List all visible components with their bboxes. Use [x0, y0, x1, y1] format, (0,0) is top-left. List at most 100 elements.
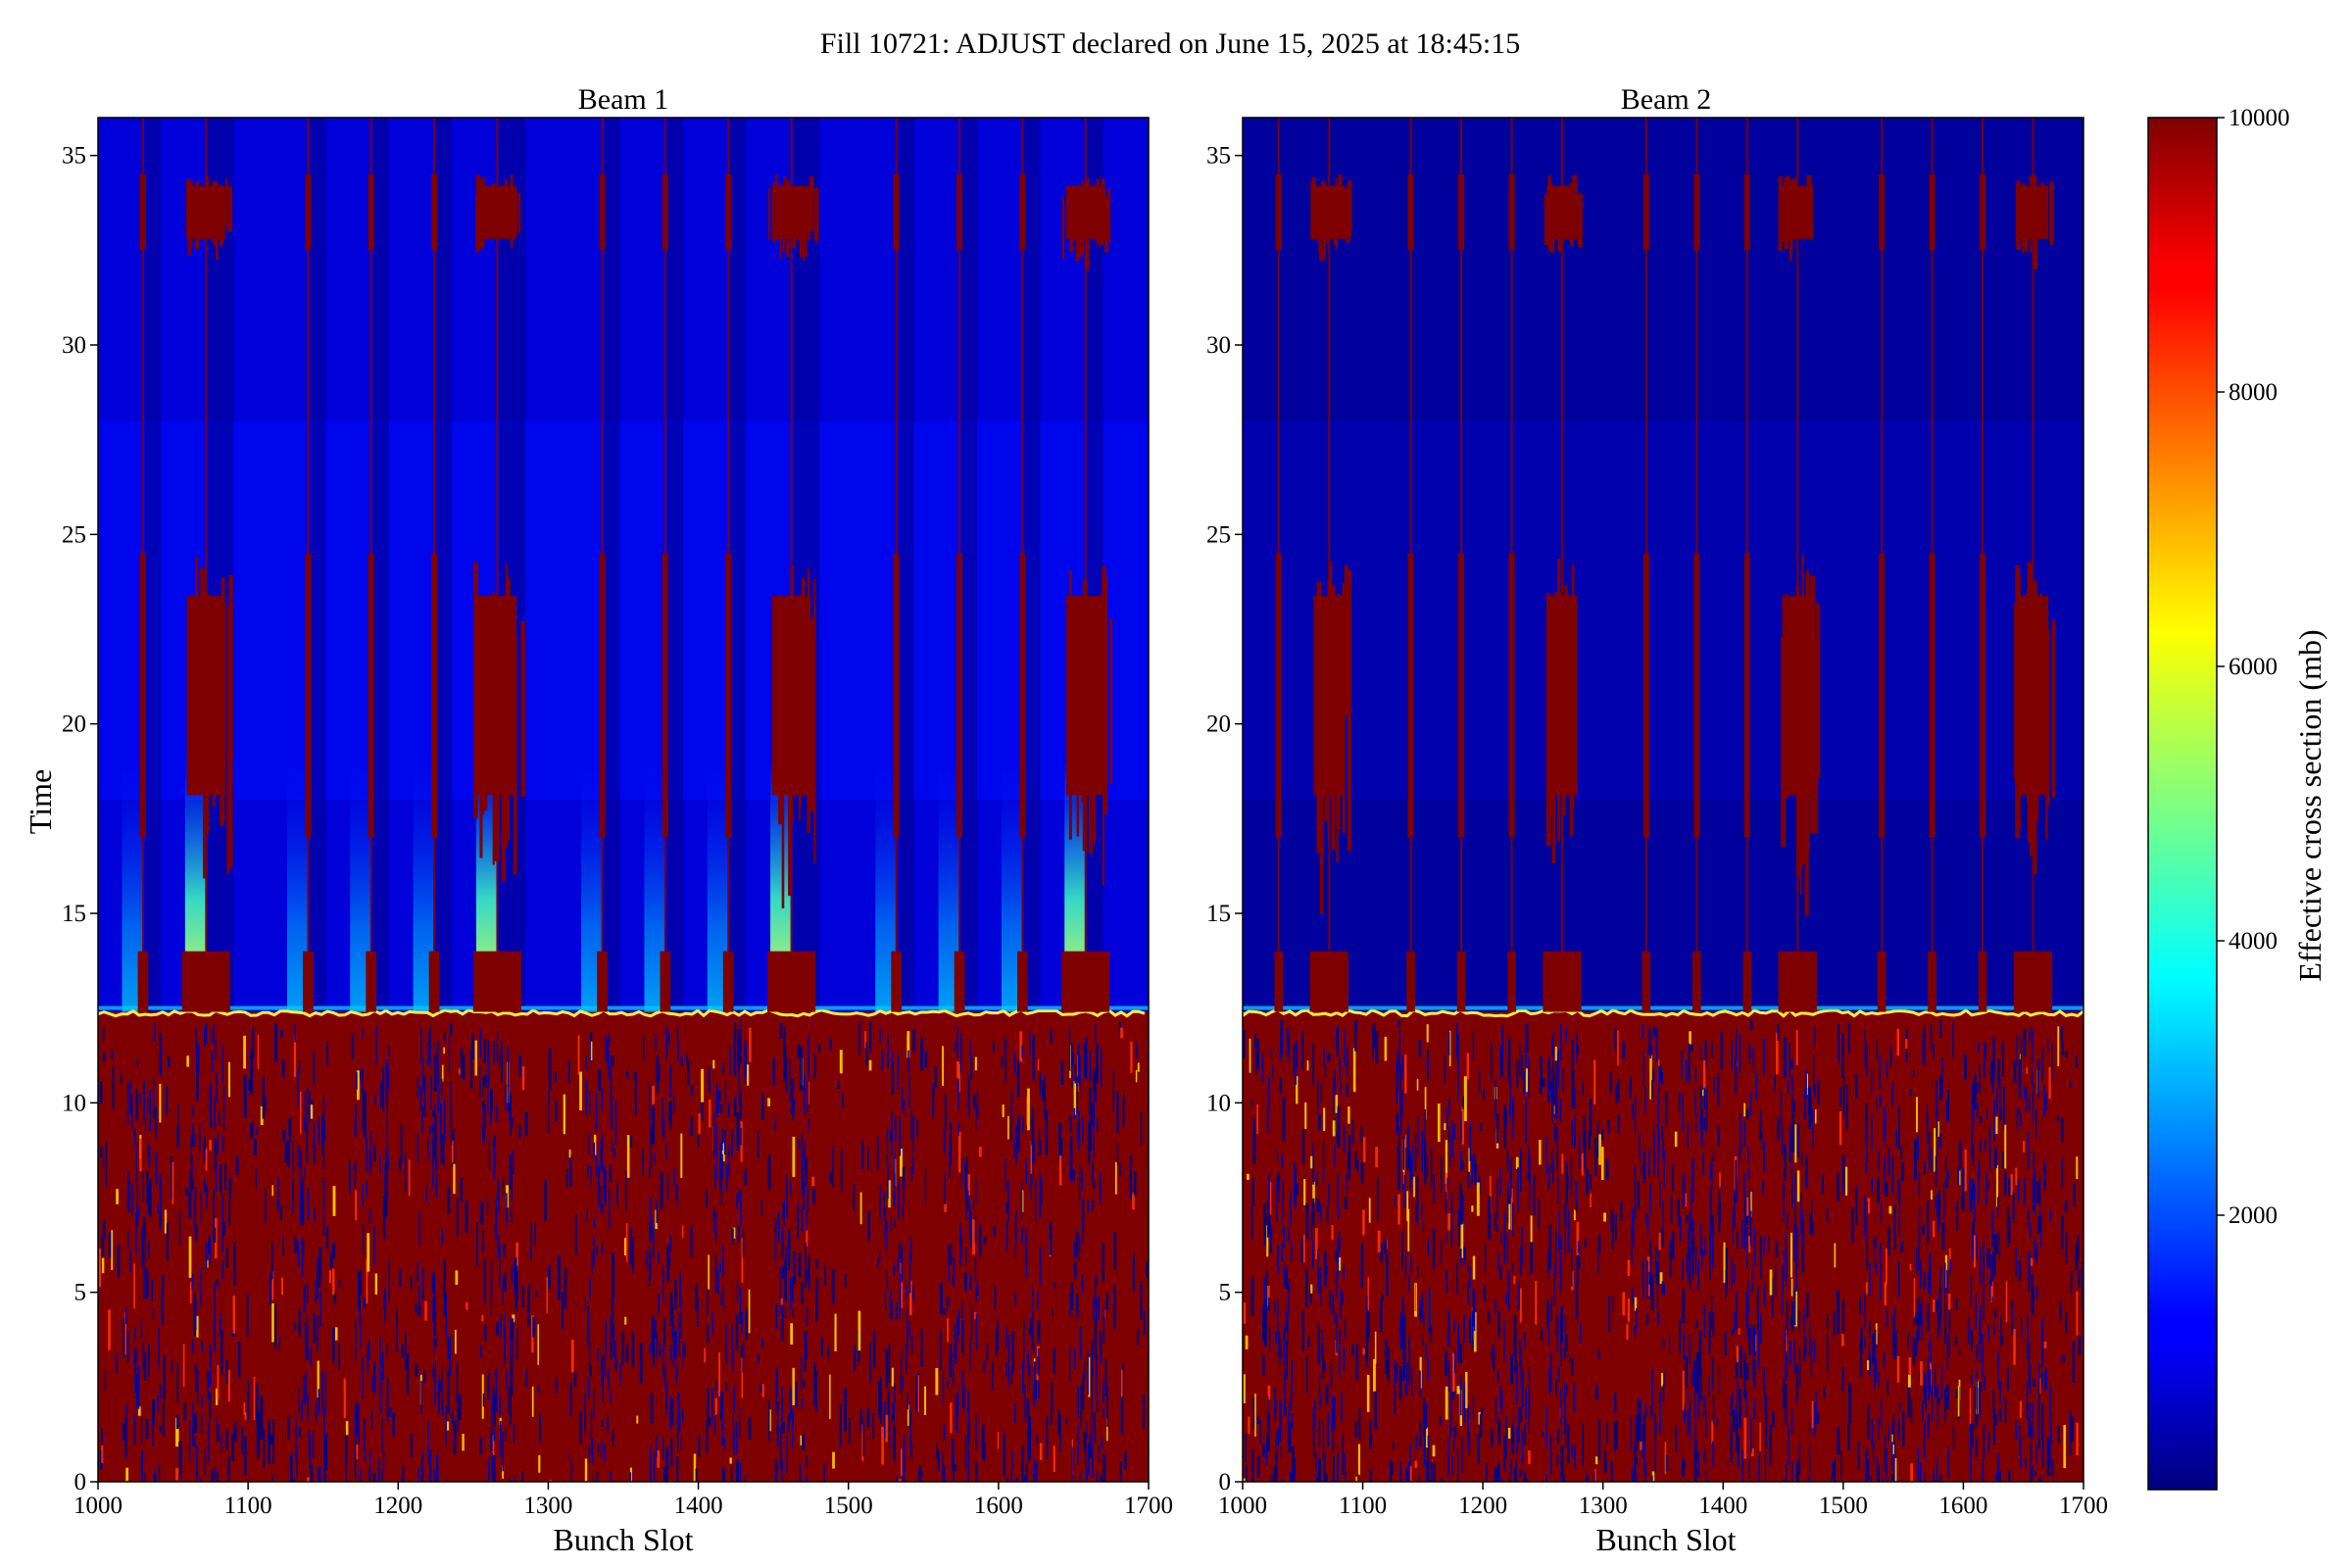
noise-speck: [322, 1409, 325, 1430]
noise-speck: [1548, 1225, 1551, 1270]
noise-speck: [284, 1141, 287, 1163]
noise-speck: [1826, 1314, 1829, 1329]
noise-speck: [317, 1315, 318, 1352]
noise-speck: [1760, 1131, 1763, 1150]
noise-speck: [645, 1251, 648, 1267]
noise-speck: [1759, 1110, 1762, 1141]
gap-saturated-band: [303, 951, 314, 1012]
noise-speck: [1763, 1236, 1765, 1255]
noise-speck: [974, 1215, 977, 1244]
noise-speck: [1995, 1233, 1998, 1254]
noise-speck: [437, 1072, 440, 1112]
noise-speck: [314, 1208, 316, 1222]
noise-speck: [1960, 1196, 1963, 1209]
noise-speck: [1930, 1349, 1932, 1363]
noise-speck: [1939, 1266, 1941, 1312]
noise-speck: [1788, 1425, 1789, 1466]
noise-speck: [1734, 1311, 1736, 1334]
gap-saturated-band: [767, 951, 816, 1012]
noise-speck: [1053, 1348, 1055, 1375]
noise-speck: [885, 1349, 889, 1389]
noise-speck: [1936, 1141, 1938, 1155]
noise-speck: [898, 1479, 902, 1482]
noise-speck: [235, 1156, 239, 1175]
noise-speck: [1454, 1425, 1457, 1438]
noise-speck: [957, 1078, 959, 1110]
noise-speck: [434, 1372, 436, 1406]
noise-speck: [1560, 1446, 1564, 1482]
noise-speck: [462, 1054, 466, 1081]
noise-speck: [1938, 1317, 1941, 1335]
noise-speck: [596, 1471, 599, 1482]
noise-speck: [366, 1180, 368, 1198]
noise-speck: [1808, 1446, 1811, 1482]
noise-speck: [671, 1328, 673, 1340]
noise-speck: [775, 1471, 777, 1482]
dark-stripe: [144, 118, 162, 1012]
noise-speck: [611, 1296, 614, 1337]
noise-speck: [1694, 1246, 1697, 1275]
noise-speck: [732, 1227, 736, 1239]
noise-speck: [1661, 1281, 1664, 1295]
noise-speck: [1837, 1290, 1840, 1334]
noise-speck: [1848, 1383, 1852, 1423]
noise-speck: [815, 1259, 818, 1269]
noise-speck: [433, 1055, 437, 1092]
noise-speck: [1881, 1398, 1883, 1429]
noise-speck: [1649, 1255, 1652, 1299]
noise-speck: [537, 1386, 540, 1394]
noise-speck: [886, 1126, 889, 1165]
noise-speck: [1015, 1124, 1017, 1164]
noise-speck: [555, 1377, 558, 1393]
noise-speck: [1130, 1041, 1133, 1073]
noise-speck: [1640, 1442, 1643, 1450]
noise-speck: [368, 1151, 371, 1176]
noise-speck: [588, 1445, 591, 1463]
noise-speck: [208, 1420, 210, 1464]
noise-speck: [960, 1233, 962, 1257]
noise-speck: [1089, 1051, 1092, 1083]
noise-speck: [587, 1305, 589, 1346]
noise-speck: [916, 1119, 918, 1137]
noise-speck: [1076, 1075, 1078, 1115]
noise-speck: [318, 1261, 321, 1288]
noise-speck: [1451, 1120, 1453, 1158]
noise-speck: [1992, 1036, 1995, 1081]
noise-speck: [772, 1057, 775, 1086]
noise-speck: [798, 1138, 801, 1150]
noise-speck: [1682, 1295, 1686, 1324]
noise-speck: [128, 1180, 130, 1202]
noise-speck: [952, 1439, 955, 1470]
noise-speck: [1347, 1047, 1348, 1079]
noise-speck: [598, 1068, 602, 1092]
noise-speck: [1785, 1329, 1788, 1351]
noise-speck: [184, 1188, 188, 1196]
noise-speck: [1979, 1116, 1983, 1123]
noise-speck: [1310, 1212, 1313, 1241]
noise-speck: [355, 1444, 359, 1459]
noise-speck: [1473, 1153, 1476, 1173]
noise-speck: [1878, 1417, 1881, 1441]
noise-speck: [1877, 1178, 1880, 1203]
noise-speck: [510, 1206, 513, 1223]
noise-speck: [2035, 1181, 2039, 1203]
noise-speck: [964, 1184, 967, 1206]
noise-speck: [2076, 1422, 2079, 1456]
noise-speck: [1683, 1461, 1686, 1469]
noise-speck: [505, 1428, 507, 1442]
noise-speck: [1658, 1066, 1660, 1093]
noise-speck: [2025, 1457, 2027, 1470]
noise-speck: [332, 1243, 336, 1259]
noise-speck: [196, 1068, 199, 1102]
noise-speck: [221, 1046, 224, 1083]
noise-speck: [906, 1404, 909, 1426]
noise-speck: [421, 1114, 423, 1134]
noise-speck: [1743, 1173, 1745, 1199]
noise-speck: [1925, 1386, 1927, 1410]
noise-speck: [1598, 1134, 1601, 1165]
noise-speck: [354, 1464, 357, 1480]
noise-speck: [1656, 1283, 1659, 1315]
noise-speck: [1362, 1209, 1365, 1236]
noise-speck: [1559, 1313, 1562, 1345]
noise-speck: [243, 1075, 247, 1118]
